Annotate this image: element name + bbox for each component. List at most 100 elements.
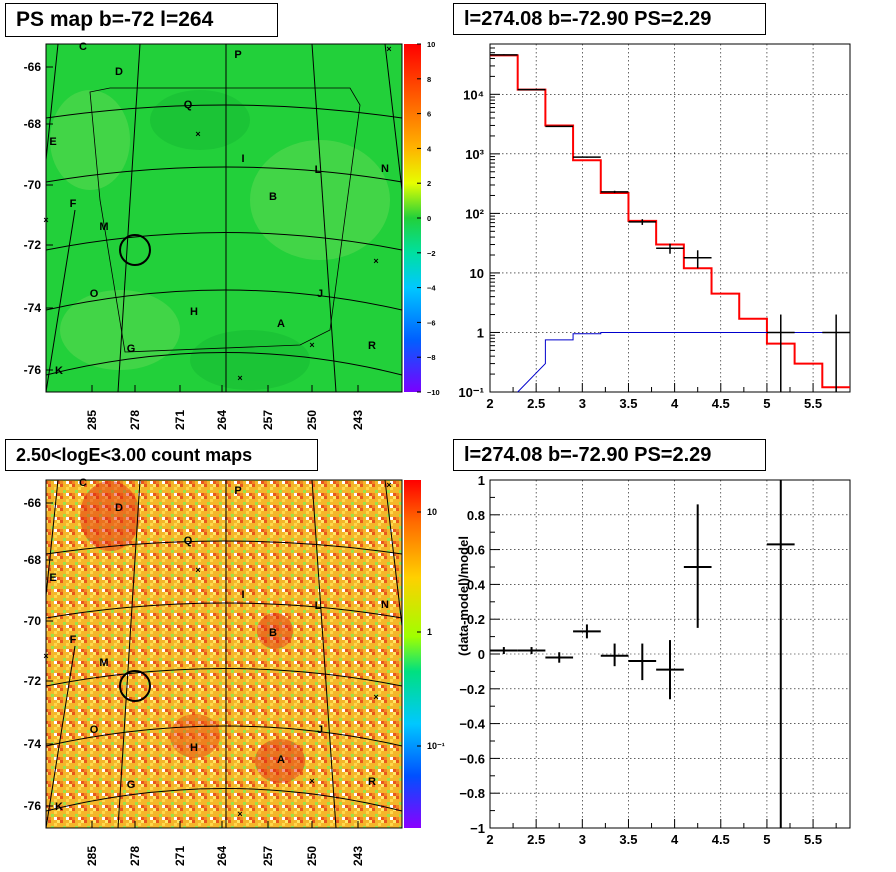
- region-label-d: D: [115, 66, 123, 78]
- x-tick-label: 5.5: [804, 396, 822, 411]
- region-label-g: G: [127, 343, 136, 355]
- region-label-q: Q: [184, 99, 193, 111]
- count-map-x-ticks: 285 278 271 264 257 250 243: [85, 821, 365, 866]
- residual-axes: 2 2.5 3 3.5 4 4.5 5 5.5 −1 −0.8 −0.6 −0.4 −0.2 0 0.2 0.…: [459, 473, 837, 847]
- region-label-d: D: [115, 502, 123, 514]
- ps-map-y-ticks: -66 -68 -70 -72 -74 -76: [24, 60, 53, 377]
- ps-map-source-circle: [119, 234, 151, 266]
- ps-map-grid: [46, 44, 402, 392]
- ps-map-area: [46, 44, 402, 392]
- x-tick-label: 2: [486, 832, 493, 847]
- region-label-e: E: [49, 136, 56, 148]
- colorbar-tick-label: 10: [427, 40, 435, 49]
- data-point: [822, 314, 850, 392]
- region-label-j: J: [317, 724, 323, 736]
- y-tick-label: 0.4: [467, 577, 486, 592]
- y-tick-label: 10³: [465, 147, 484, 162]
- data-point: [517, 88, 546, 91]
- region-label-m: M: [99, 657, 108, 669]
- source-marker: ×: [373, 256, 378, 266]
- y-tick-label: -70: [24, 178, 42, 192]
- residual-point: [573, 624, 601, 639]
- region-label-i: I: [241, 153, 244, 165]
- colorbar-tick-label: 10: [427, 507, 437, 517]
- x-tick-label: 285: [85, 410, 99, 430]
- residual-point: [600, 643, 629, 667]
- y-tick-label: −0.2: [459, 682, 485, 697]
- x-tick-label: 257: [261, 846, 275, 866]
- data-point: [628, 219, 657, 225]
- y-tick-label: -72: [24, 238, 42, 252]
- residual-point: [766, 480, 795, 828]
- count-map-grid: [46, 480, 402, 828]
- colorbar-tick-label: 10⁻¹: [427, 741, 445, 751]
- count-map-area: [46, 480, 402, 828]
- residual-point: [490, 647, 518, 654]
- y-tick-label: 10⁴: [463, 87, 484, 102]
- spectrum-panel: 2 2.5 3 3.5 4 4.5 5 5.5 10⁻¹ 1 10 10² 10³ 10⁴ l=274.0…: [448, 0, 896, 436]
- residual-point: [683, 504, 712, 628]
- y-tick-label: −0.4: [459, 717, 485, 732]
- region-label-a: A: [277, 318, 285, 330]
- colorbar-tick-label: −8: [427, 353, 436, 362]
- spectrum-series: [490, 54, 850, 393]
- region-label-f: F: [70, 198, 77, 210]
- ps-map-title: PS map b=-72 l=264: [5, 3, 278, 37]
- region-label-n: N: [381, 163, 389, 175]
- ps-region-labels: C D P Q E I L N F B M O J H A G R K × × × × × ×: [43, 41, 391, 383]
- y-tick-label: -68: [24, 553, 42, 567]
- x-tick-label: 243: [351, 410, 365, 430]
- region-label-p: P: [234, 485, 241, 497]
- region-label-j: J: [317, 288, 323, 300]
- residual-point: [628, 643, 657, 681]
- count-map-svg: C D P Q E I L N F B M O J H A G R K × × × × × × 285 278 271 264 257…: [24, 477, 445, 866]
- data-point: [545, 125, 574, 128]
- source-marker: ×: [43, 651, 48, 661]
- x-tick-label: 278: [128, 410, 142, 430]
- x-tick-label: 250: [305, 846, 319, 866]
- y-tick-label: −1: [470, 821, 485, 836]
- source-marker: ×: [309, 776, 314, 786]
- y-tick-label: -72: [24, 674, 42, 688]
- y-tick-label: -66: [24, 60, 42, 74]
- x-tick-label: 250: [305, 410, 319, 430]
- count-map-panel: C D P Q E I L N F B M O J H A G R K × × × × × × 285 278 271 264 257…: [0, 436, 448, 872]
- y-tick-label: -68: [24, 117, 42, 131]
- colorbar-tick-label: 2: [427, 179, 431, 188]
- colorbar-tick-label: 4: [427, 144, 432, 153]
- y-tick-label: 10: [470, 266, 484, 281]
- y-tick-label: -66: [24, 496, 42, 510]
- y-tick-label: -74: [24, 737, 42, 751]
- y-tick-label: -74: [24, 301, 42, 315]
- y-tick-label: 1: [478, 473, 485, 488]
- x-tick-label: 285: [85, 846, 99, 866]
- source-marker: ×: [43, 215, 48, 225]
- x-tick-label: 2.5: [527, 396, 545, 411]
- data-point: [683, 250, 712, 269]
- residual-point: [545, 652, 574, 663]
- residual-points: [490, 480, 795, 828]
- region-label-f: F: [70, 634, 77, 646]
- y-tick-label: 0.8: [467, 508, 485, 523]
- x-tick-label: 278: [128, 846, 142, 866]
- region-label-m: M: [99, 221, 108, 233]
- x-tick-label: 271: [173, 410, 187, 430]
- region-label-k: K: [55, 365, 63, 377]
- source-marker: ×: [195, 565, 200, 575]
- x-tick-label: 264: [215, 410, 229, 430]
- count-region-labels: C D P Q E I L N F B M O J H A G R K × × × × × ×: [43, 477, 391, 819]
- x-tick-label: 4.5: [712, 832, 730, 847]
- residual-point: [517, 647, 546, 654]
- y-tick-label: -70: [24, 614, 42, 628]
- y-tick-label: 1: [477, 325, 484, 340]
- y-tick-label: -76: [24, 363, 42, 377]
- colorbar-tick-label: 0: [427, 214, 431, 223]
- colorbar-tick-label: 6: [427, 110, 431, 119]
- x-tick-label: 3.5: [619, 396, 637, 411]
- count-colorbar-ticks: 10 1 10⁻¹: [417, 507, 445, 751]
- region-label-a: A: [277, 754, 285, 766]
- count-map-title: 2.50<logE<3.00 count maps: [5, 439, 318, 471]
- count-colorbar: [404, 480, 421, 828]
- spectrum-title: l=274.08 b=-72.90 PS=2.29: [453, 3, 766, 35]
